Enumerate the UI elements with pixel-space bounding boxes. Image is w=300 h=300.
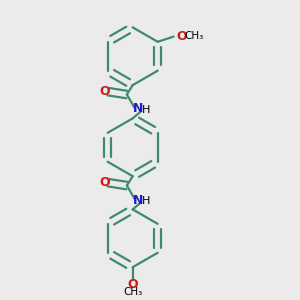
Text: O: O <box>99 176 110 189</box>
Text: N: N <box>133 194 144 206</box>
Text: O: O <box>127 278 138 291</box>
Text: O: O <box>176 29 187 43</box>
Text: H: H <box>142 105 151 116</box>
Text: N: N <box>133 103 144 116</box>
Text: H: H <box>142 196 151 206</box>
Text: CH₃: CH₃ <box>123 287 142 297</box>
Text: CH₃: CH₃ <box>184 31 203 41</box>
Text: O: O <box>99 85 110 98</box>
